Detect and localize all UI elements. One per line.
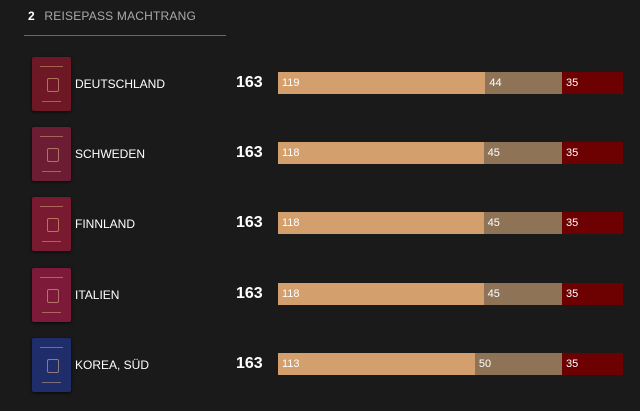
- visa-on-arrival-segment: 45: [483, 212, 562, 234]
- visa-free-segment: 118: [278, 142, 484, 164]
- visa-required-segment: 35: [562, 212, 623, 234]
- italy-passport-icon: [32, 268, 71, 322]
- section-title: REISEPASS MACHTRANG: [44, 9, 197, 23]
- mobility-score: 163: [236, 355, 263, 372]
- country-name: DEUTSCHLAND: [75, 77, 166, 91]
- visa-free-segment: 113: [278, 353, 475, 375]
- country-name: SCHWEDEN: [75, 147, 146, 161]
- ranking-row[interactable]: SCHWEDEN 163 118 45 35: [0, 118, 640, 188]
- section-header: 2 REISEPASS MACHTRANG: [28, 9, 196, 23]
- visa-free-segment: 119: [278, 72, 486, 94]
- visa-on-arrival-segment: 45: [483, 142, 562, 164]
- visa-required-segment: 35: [562, 283, 623, 305]
- mobility-score: 163: [236, 285, 263, 302]
- visa-required-segment: 35: [562, 72, 623, 94]
- mobility-score: 163: [236, 74, 263, 91]
- section-rank: 2: [28, 9, 35, 23]
- korea-passport-icon: [32, 338, 71, 392]
- visa-required-segment: 35: [562, 142, 623, 164]
- ranking-row[interactable]: FINNLAND 163 118 45 35: [0, 188, 640, 258]
- stacked-bar: 118 45 35: [278, 283, 623, 305]
- mobility-score: 163: [236, 144, 263, 161]
- visa-required-segment: 35: [562, 353, 623, 375]
- visa-on-arrival-segment: 44: [485, 72, 562, 94]
- visa-on-arrival-segment: 50: [474, 353, 562, 375]
- stacked-bar: 113 50 35: [278, 353, 623, 375]
- visa-on-arrival-segment: 45: [483, 283, 562, 305]
- stacked-bar: 118 45 35: [278, 142, 623, 164]
- ranking-row[interactable]: ITALIEN 163 118 45 35: [0, 259, 640, 329]
- stacked-bar: 118 45 35: [278, 212, 623, 234]
- header-divider: [24, 35, 226, 36]
- sweden-passport-icon: [32, 127, 71, 181]
- visa-free-segment: 118: [278, 212, 484, 234]
- visa-free-segment: 118: [278, 283, 484, 305]
- finland-passport-icon: [32, 197, 71, 251]
- mobility-score: 163: [236, 214, 263, 231]
- ranking-row[interactable]: DEUTSCHLAND 163 119 44 35: [0, 48, 640, 118]
- country-name: ITALIEN: [75, 288, 120, 302]
- germany-passport-icon: [32, 57, 71, 111]
- country-name: FINNLAND: [75, 217, 136, 231]
- stacked-bar: 119 44 35: [278, 72, 623, 94]
- ranking-row[interactable]: KOREA, SÜD 163 113 50 35: [0, 329, 640, 399]
- country-name: KOREA, SÜD: [75, 358, 150, 372]
